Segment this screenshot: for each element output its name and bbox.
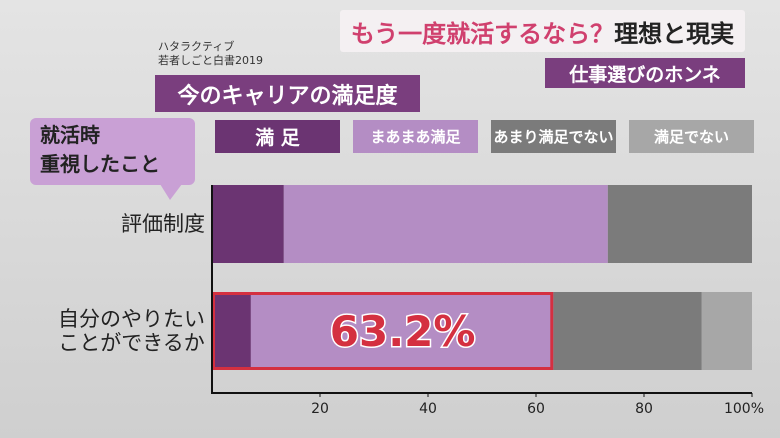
x-tick-label: 60	[527, 401, 545, 417]
bar-segment	[283, 185, 608, 263]
bar-segment	[212, 185, 284, 263]
x-tick-label: 80	[635, 401, 653, 417]
title: 理想と現実	[614, 19, 735, 48]
category-label: 評価制度	[121, 212, 205, 236]
x-tick-label: 20	[311, 401, 329, 417]
bar-segment	[250, 292, 554, 370]
legend-entry: 満 足	[215, 120, 340, 153]
legend-entry: あまり満足でない	[491, 120, 616, 153]
bar-segment	[212, 292, 251, 370]
category-heading: 就活時 重視したこと	[30, 118, 195, 185]
bubble-tail	[160, 184, 182, 200]
subtitle: 仕事選びのホンネ	[545, 58, 745, 88]
highlight-box	[212, 292, 554, 370]
chart-title: 今のキャリアの満足度	[155, 75, 420, 112]
source-line: ハタラクティブ	[158, 40, 235, 53]
x-tick-label: 100%	[724, 401, 764, 417]
legend-entry: 満足でない	[629, 120, 754, 153]
bar-segment	[607, 185, 752, 263]
title-highlight: もう一度就活するなら？	[350, 19, 615, 48]
legend-entry: まあまあ満足	[353, 120, 478, 153]
source-line: 若者しごと白書2019	[158, 54, 263, 67]
highlight-label: 63.2%	[330, 307, 476, 356]
x-tick-label: 40	[419, 401, 437, 417]
source: ハタラクティブ 若者しごと白書2019	[158, 40, 263, 68]
bar-segment	[553, 292, 702, 370]
bar-segment	[701, 292, 752, 370]
title-box: もう一度就活するなら？ 理想と現実	[340, 10, 745, 52]
category-label: 自分のやりたい ことができるか	[58, 307, 205, 355]
